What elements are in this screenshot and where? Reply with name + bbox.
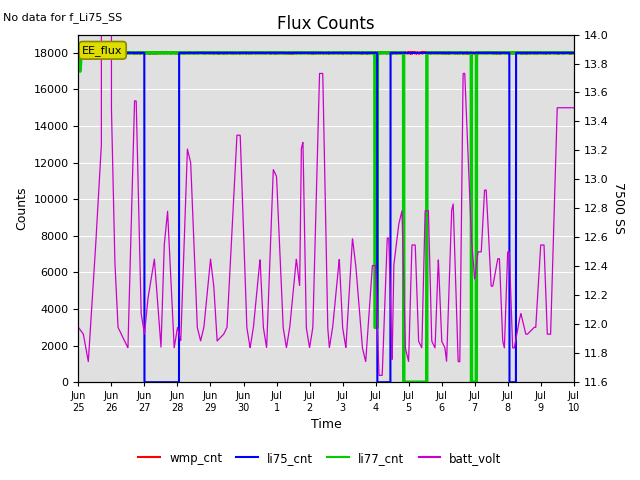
Bar: [79, 91, 573, 311]
X-axis label: Time: Time: [310, 419, 342, 432]
Legend: wmp_cnt, li75_cnt, li77_cnt, batt_volt: wmp_cnt, li75_cnt, li77_cnt, batt_volt: [134, 447, 506, 469]
Y-axis label: Counts: Counts: [15, 187, 28, 230]
Text: No data for f_Li75_SS: No data for f_Li75_SS: [3, 12, 122, 23]
Title: Flux Counts: Flux Counts: [277, 15, 375, 33]
Text: EE_flux: EE_flux: [83, 45, 123, 56]
Y-axis label: 7500 SS: 7500 SS: [612, 182, 625, 234]
